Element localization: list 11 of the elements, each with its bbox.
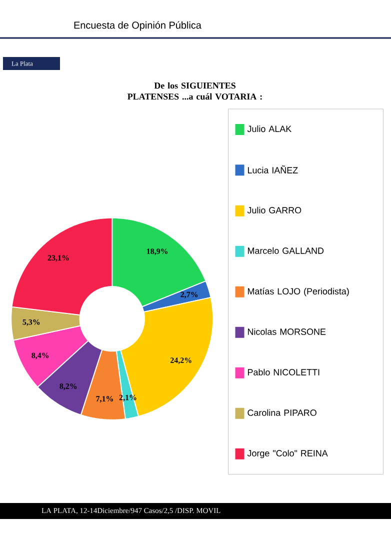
chart-title: De los SIGUIENTES PLATENSES ...a cuál VOTARIA : <box>128 82 262 100</box>
legend-label: Carolina PIPARO <box>248 409 316 416</box>
legend-label: Marcelo GALLAND <box>248 247 324 254</box>
legend-label: Julio ALAK <box>247 125 292 132</box>
legend-label: Pablo NICOLETTI <box>248 368 320 376</box>
legend-label: Jorge "Colo" REINA <box>247 450 328 458</box>
legend-label: Matías LOJO (Periodista) <box>248 288 349 296</box>
legend-label: Lucia IAÑEZ <box>248 165 298 174</box>
legend-label: Julio GARRO <box>247 206 302 214</box>
legend-label: Nicolas MORSONE <box>248 328 326 335</box>
text: Encuesta de Opinión Pública <box>74 21 202 31</box>
